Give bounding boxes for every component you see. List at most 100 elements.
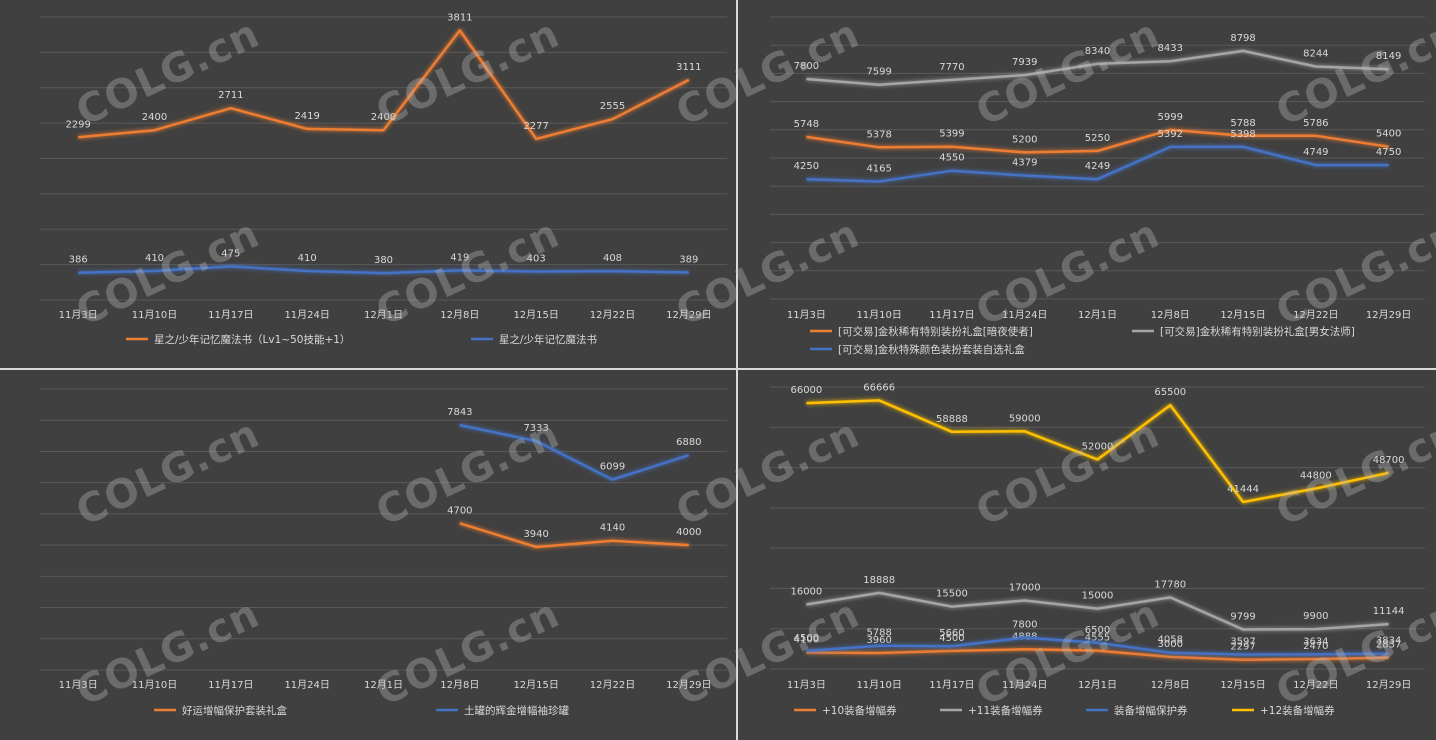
x-tick-label: 11月3日 (59, 679, 98, 691)
chart-panel-avatar-boxes: 11月3日 11月10日 11月17日 11月24日 12月1日 12月8日 12月15日 1… (738, 0, 1436, 368)
x-tick-label: 12月29日 (1366, 679, 1411, 691)
x-tick-label: 12月29日 (666, 309, 711, 321)
chart-panel-protection-box: 11月3日 11月10日 11月17日 11月24日 12月1日 12月8日 12月15日 1… (0, 370, 736, 740)
chart-panel-amplify-tickets: 11月3日 11月10日 11月17日 11月24日 12月1日 12月8日 12月15日 1… (738, 370, 1436, 740)
legend-label: +10装备增幅券 (822, 704, 897, 717)
data-label: 386 (69, 255, 88, 266)
data-label: 6880 (676, 437, 701, 448)
gridlines (770, 386, 1425, 670)
x-axis-ticks: 11月3日 11月10日 11月17日 11月24日 12月1日 12月8日 12月15日 1… (787, 679, 1411, 691)
x-axis-ticks: 11月3日 11月10日 11月17日 11月24日 12月1日 12月8日 12月15日 1… (59, 309, 712, 321)
series-line (78, 29, 690, 141)
data-label: 4100 (794, 634, 819, 645)
x-tick-label: 12月1日 (364, 679, 403, 691)
data-label: 5660 (939, 628, 964, 639)
x-tick-label: 12月8日 (1151, 309, 1190, 321)
data-label: 2419 (294, 111, 319, 122)
series-line (806, 648, 1389, 661)
data-label: 4700 (447, 505, 472, 516)
data-label: 9900 (1303, 611, 1328, 622)
data-label: 5378 (866, 129, 891, 140)
series-2: 4250 4165 4550 4379 4249 5392 5398 4749 4750 (794, 129, 1401, 183)
data-label: 3834 (1376, 636, 1401, 647)
x-tick-label: 12月22日 (1293, 679, 1338, 691)
legend-label: 土罐的辉金增幅袖珍罐 (464, 704, 569, 717)
data-label: 3597 (1230, 637, 1255, 648)
data-label: 16000 (790, 587, 822, 598)
data-label: 4058 (1158, 635, 1183, 646)
x-tick-label: 11月24日 (284, 679, 329, 691)
data-label: 44800 (1300, 471, 1332, 482)
data-label: 5399 (939, 129, 964, 140)
series-line (806, 591, 1389, 631)
data-label: 408 (603, 253, 622, 264)
legend-label: +12装备增幅券 (1260, 704, 1335, 717)
data-label: 410 (298, 253, 317, 264)
data-label: 419 (450, 252, 469, 263)
data-label: 7800 (1012, 620, 1037, 631)
data-label: 389 (679, 254, 698, 265)
data-label: 7770 (939, 62, 964, 73)
legend-label: 装备增幅保护券 (1114, 704, 1188, 717)
x-tick-label: 12月1日 (1078, 309, 1117, 321)
legend-label: [可交易]金秋特殊颜色装扮套装自选礼盒 (838, 343, 1025, 356)
data-label: 9799 (1230, 612, 1255, 623)
data-label: 5788 (866, 628, 891, 639)
data-label: 2277 (523, 121, 548, 132)
data-label: 380 (374, 255, 393, 266)
data-label: 4500 (794, 633, 819, 644)
legend-label: [可交易]金秋稀有特别装扮礼盒[男女法师] (1160, 325, 1355, 338)
series-1: 16000 18888 15500 17000 15000 17780 9799 9900 11… (790, 575, 1405, 631)
series-0: 2299 2400 2711 2419 2400 3811 2277 2555 3111 (65, 12, 702, 141)
chart-svg: 11月3日 11月10日 11月17日 11月24日 12月1日 12月8日 12月15日 1… (770, 16, 1425, 356)
data-label: 4379 (1012, 158, 1037, 169)
series-1: 7843 7333 6099 6880 (447, 407, 702, 481)
data-label: 41444 (1227, 484, 1259, 495)
x-tick-label: 11月10日 (132, 679, 177, 691)
x-tick-label: 12月15日 (1220, 679, 1265, 691)
data-label: 7939 (1012, 57, 1037, 68)
data-label: 475 (221, 248, 240, 259)
series-1: 386 410 475 410 380 419 403 408 389 (69, 248, 698, 275)
data-label: 2299 (65, 119, 90, 130)
series-line (806, 128, 1389, 154)
legend-label: 星之/少年记忆魔法书（Lv1~50技能+1） (154, 333, 350, 346)
chart-svg: 11月3日 11月10日 11月17日 11月24日 12月1日 12月8日 12月15日 1… (40, 12, 727, 346)
x-tick-label: 11月24日 (284, 309, 329, 321)
series-line (806, 636, 1389, 656)
data-label: 58888 (936, 414, 968, 425)
data-label: 2470 (1303, 641, 1328, 652)
x-tick-label: 11月10日 (856, 679, 901, 691)
data-label: 4555 (1085, 633, 1110, 644)
series-line (78, 265, 689, 275)
data-label: 6500 (1085, 625, 1110, 636)
x-tick-label: 12月29日 (666, 679, 711, 691)
data-label: 15000 (1082, 591, 1114, 602)
x-tick-label: 12月1日 (364, 309, 403, 321)
data-label: 4000 (676, 527, 701, 538)
data-label: 5788 (1230, 118, 1255, 129)
x-tick-label: 12月8日 (1151, 679, 1190, 691)
series-0: 4700 3940 4140 4000 (447, 505, 702, 549)
data-label: 3811 (447, 12, 472, 23)
x-tick-label: 12月8日 (440, 309, 479, 321)
x-tick-label: 12月8日 (440, 679, 479, 691)
legend: [可交易]金秋稀有特别装扮礼盒[暗夜使者] [可交易]金秋稀有特别装扮礼盒[男女法… (810, 325, 1355, 356)
gridlines (770, 16, 1425, 300)
data-label: 4165 (866, 164, 891, 175)
x-tick-label: 11月17日 (929, 309, 974, 321)
x-tick-label: 12月29日 (1366, 309, 1411, 321)
data-label: 5400 (1376, 129, 1401, 140)
data-label: 2555 (600, 101, 625, 112)
data-label: 7599 (866, 67, 891, 78)
data-label: 7800 (794, 61, 819, 72)
data-label: 4749 (1303, 147, 1328, 158)
gridlines (40, 16, 727, 301)
legend: 好运增幅保护套装礼盒 土罐的辉金增幅袖珍罐 (154, 704, 569, 717)
x-axis-ticks: 11月3日 11月10日 11月17日 11月24日 12月1日 12月8日 12月15日 1… (59, 679, 712, 691)
data-label: 52000 (1082, 442, 1114, 453)
data-label: 3960 (866, 635, 891, 646)
x-tick-label: 11月24日 (1002, 679, 1047, 691)
series-2: 4500 5788 5660 7800 6500 4058 3597 3634 3834 (794, 620, 1401, 656)
data-label: 4249 (1085, 161, 1110, 172)
